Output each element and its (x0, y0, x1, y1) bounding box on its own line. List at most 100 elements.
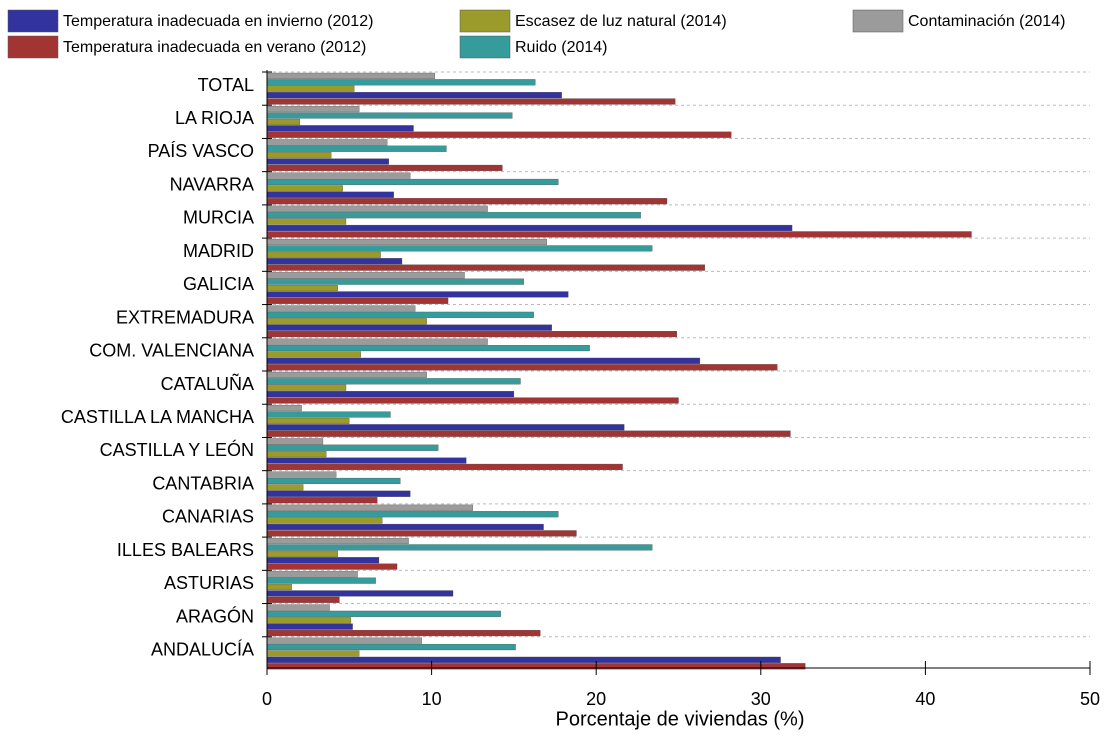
bar (266, 172, 411, 179)
legend-swatch (7, 35, 59, 59)
legend-label: Temperatura inadecuada en invierno (2012… (63, 13, 373, 30)
bar (266, 523, 544, 531)
bar (266, 305, 416, 312)
bar (266, 424, 625, 431)
y-tick-label: ILLES BALEARS (117, 540, 254, 560)
bar (266, 284, 338, 292)
bar (266, 364, 778, 371)
y-tick-label: PAÍS VASCO (148, 141, 254, 161)
bar (266, 430, 791, 437)
bar (266, 537, 409, 545)
x-tick-label: 50 (1080, 689, 1100, 709)
bar (266, 251, 381, 258)
bar (266, 118, 301, 125)
bar (266, 596, 340, 603)
bar (266, 644, 516, 651)
x-axis-title: Porcentaje de viviendas (%) (555, 708, 804, 730)
y-tick-label: CANTABRIA (152, 473, 254, 493)
bar (266, 544, 653, 551)
bar (266, 278, 524, 285)
bar (266, 158, 389, 165)
bar (266, 139, 388, 146)
legend-label: Temperatura inadecuada en verano (2012) (63, 39, 366, 56)
bar (266, 463, 623, 470)
bar (266, 650, 360, 657)
legend-swatch (459, 9, 511, 33)
y-tick-label: CATALUÑA (161, 373, 254, 394)
bar (266, 417, 350, 424)
bar (266, 245, 653, 252)
bar (266, 164, 503, 171)
y-tick-label: LA RIOJA (175, 108, 254, 128)
y-tick-label: CANARIAS (162, 507, 254, 527)
bar (266, 451, 327, 458)
bar (266, 205, 488, 212)
bar (266, 371, 427, 378)
bar (266, 112, 513, 119)
x-tick-label: 20 (586, 689, 606, 709)
bar (266, 345, 590, 352)
bar (266, 504, 473, 511)
bar (266, 557, 380, 564)
y-tick-label: MURCIA (183, 208, 254, 228)
bar (266, 583, 292, 591)
bar (266, 198, 668, 205)
bar (266, 185, 343, 192)
bar (266, 318, 427, 325)
bar (266, 311, 534, 318)
bar (266, 98, 676, 105)
bar (266, 590, 454, 597)
y-tick-label: ARAGÓN (176, 605, 254, 626)
bar (266, 438, 324, 445)
y-tick-label: GALICIA (183, 274, 254, 294)
bar (266, 72, 436, 79)
bar (266, 231, 972, 238)
bar (266, 577, 376, 584)
bar (266, 106, 360, 113)
bar (266, 656, 781, 663)
legend-label: Escasez de luz natural (2014) (515, 13, 727, 30)
bar (266, 324, 552, 331)
bar (266, 517, 383, 524)
bar (266, 397, 679, 404)
bar (266, 85, 355, 92)
bar (266, 79, 536, 86)
bar (266, 224, 793, 232)
bar (266, 264, 705, 271)
bar (266, 131, 732, 138)
y-tick-label: ANDALUCÍA (151, 640, 254, 660)
y-tick-label: CASTILLA Y LEÓN (100, 439, 254, 460)
bar (266, 272, 465, 279)
bar (266, 484, 304, 491)
x-tick-label: 40 (915, 689, 935, 709)
bar (266, 125, 414, 132)
bar (266, 411, 391, 418)
bar (266, 145, 447, 152)
bar (266, 218, 347, 225)
bar (266, 178, 559, 186)
bar (266, 571, 358, 578)
legend-label: Contaminación (2014) (908, 13, 1065, 30)
y-tick-label: TOTAL (198, 75, 254, 95)
legend-swatch (852, 9, 904, 33)
bar (266, 212, 641, 219)
bar (266, 477, 401, 485)
bar (266, 338, 488, 345)
bar (266, 331, 678, 338)
bar (266, 384, 347, 391)
bar (266, 378, 521, 385)
bar (266, 637, 422, 644)
bar (266, 391, 515, 398)
bar (266, 291, 569, 298)
y-tick-label: MADRID (183, 241, 254, 261)
bar (266, 297, 449, 304)
bar (266, 191, 394, 198)
bar (266, 471, 337, 478)
bar (266, 405, 302, 412)
legend-swatch (459, 35, 511, 59)
bar (266, 490, 411, 497)
bar (266, 457, 467, 464)
bar (266, 617, 352, 624)
bar (266, 511, 559, 518)
